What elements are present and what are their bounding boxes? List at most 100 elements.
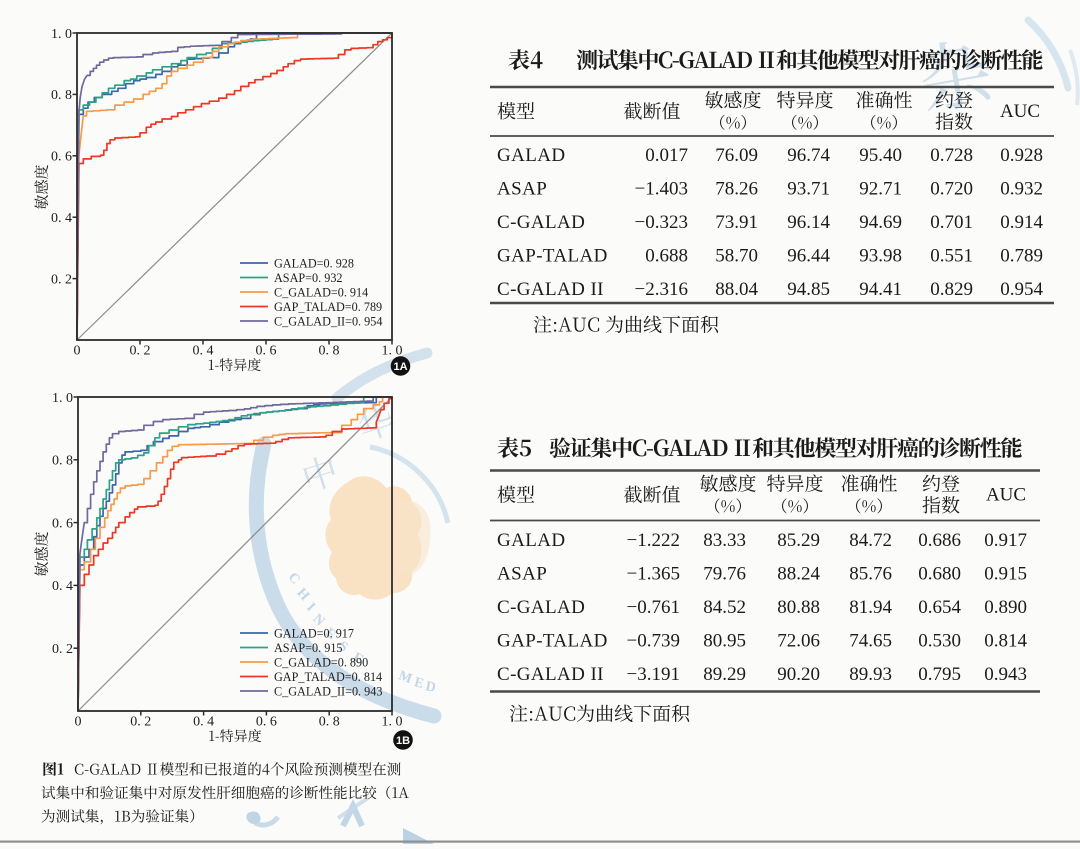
svg-text:GAP_TALAD=0. 814: GAP_TALAD=0. 814 xyxy=(274,670,382,684)
svg-text:M: M xyxy=(396,668,414,687)
svg-text:1. 0: 1. 0 xyxy=(51,27,72,42)
svg-text:1B: 1B xyxy=(396,735,410,747)
svg-text:C-GALAD: C-GALAD xyxy=(497,597,585,618)
svg-text:89.93: 89.93 xyxy=(849,664,892,685)
svg-text:C_GALAD=0. 890: C_GALAD=0. 890 xyxy=(274,656,368,670)
svg-text:0. 4: 0. 4 xyxy=(52,579,73,594)
svg-text:90.20: 90.20 xyxy=(777,664,820,685)
svg-text:0.551: 0.551 xyxy=(930,245,973,266)
svg-text:80.95: 80.95 xyxy=(703,630,746,651)
svg-text:89.29: 89.29 xyxy=(703,664,746,685)
svg-text:1A: 1A xyxy=(393,361,407,373)
svg-text:0.928: 0.928 xyxy=(1000,145,1043,166)
svg-text:0. 8: 0. 8 xyxy=(319,344,340,359)
svg-text:92.71: 92.71 xyxy=(859,178,902,199)
svg-text:84.52: 84.52 xyxy=(703,597,746,618)
svg-text:85.76: 85.76 xyxy=(849,563,892,584)
svg-text:0. 8: 0. 8 xyxy=(319,715,340,730)
svg-text:D: D xyxy=(424,679,437,696)
svg-text:−2.316: −2.316 xyxy=(635,279,688,300)
svg-text:78.26: 78.26 xyxy=(715,178,758,199)
svg-text:72.06: 72.06 xyxy=(777,630,820,651)
svg-text:76.09: 76.09 xyxy=(715,145,758,166)
svg-text:93.71: 93.71 xyxy=(787,178,830,199)
svg-text:ASAP: ASAP xyxy=(497,563,547,584)
svg-text:96.74: 96.74 xyxy=(787,145,830,166)
svg-text:95.40: 95.40 xyxy=(859,145,902,166)
svg-text:58.70: 58.70 xyxy=(715,245,758,266)
svg-text:0.680: 0.680 xyxy=(918,563,961,584)
svg-text:0. 4: 0. 4 xyxy=(193,715,214,730)
svg-text:ASAP=0. 932: ASAP=0. 932 xyxy=(274,271,343,285)
svg-text:C-GALAD: C-GALAD xyxy=(497,212,585,233)
svg-text:0.890: 0.890 xyxy=(984,597,1027,618)
svg-text:0.829: 0.829 xyxy=(930,279,973,300)
svg-text:0.654: 0.654 xyxy=(918,597,961,618)
svg-text:1. 0: 1. 0 xyxy=(382,715,403,730)
svg-text:−3.191: −3.191 xyxy=(627,664,680,685)
svg-text:GAP-TALAD: GAP-TALAD xyxy=(497,630,608,651)
svg-text:0. 4: 0. 4 xyxy=(51,211,72,226)
svg-text:−0.323: −0.323 xyxy=(635,212,688,233)
svg-text:0.954: 0.954 xyxy=(1000,279,1043,300)
svg-text:0.943: 0.943 xyxy=(984,664,1027,685)
svg-text:0.728: 0.728 xyxy=(930,145,973,166)
svg-text:C-GALAD II: C-GALAD II xyxy=(497,279,604,300)
svg-text:0. 2: 0. 2 xyxy=(51,272,72,287)
svg-text:−1.365: −1.365 xyxy=(627,563,680,584)
svg-text:0. 6: 0. 6 xyxy=(256,715,277,730)
svg-text:GALAD=0. 917: GALAD=0. 917 xyxy=(274,627,354,641)
svg-text:0.915: 0.915 xyxy=(984,563,1027,584)
svg-text:0. 6: 0. 6 xyxy=(256,344,277,359)
svg-text:0. 2: 0. 2 xyxy=(130,715,151,730)
svg-text:0.914: 0.914 xyxy=(1000,212,1043,233)
svg-text:96.14: 96.14 xyxy=(787,212,830,233)
svg-text:0: 0 xyxy=(75,715,82,730)
svg-text:C_GALAD_II=0. 954: C_GALAD_II=0. 954 xyxy=(274,315,382,329)
svg-text:0. 6: 0. 6 xyxy=(51,150,72,165)
svg-text:0. 2: 0. 2 xyxy=(130,344,151,359)
svg-text:C: C xyxy=(285,570,303,587)
svg-text:84.72: 84.72 xyxy=(849,530,892,551)
svg-text:−0.739: −0.739 xyxy=(627,630,680,651)
svg-text:0.917: 0.917 xyxy=(984,530,1027,551)
svg-text:AUC: AUC xyxy=(986,485,1026,506)
svg-text:73.91: 73.91 xyxy=(715,212,758,233)
svg-text:0. 2: 0. 2 xyxy=(52,642,73,657)
svg-text:H: H xyxy=(293,586,312,604)
svg-text:94.41: 94.41 xyxy=(859,279,902,300)
svg-text:0. 6: 0. 6 xyxy=(52,516,73,531)
svg-text:0. 8: 0. 8 xyxy=(52,454,73,469)
svg-text:C_GALAD_II=0. 943: C_GALAD_II=0. 943 xyxy=(274,685,382,699)
svg-text:−0.761: −0.761 xyxy=(627,597,680,618)
svg-text:93.98: 93.98 xyxy=(859,245,902,266)
svg-text:ASAP: ASAP xyxy=(497,178,547,199)
svg-text:0.017: 0.017 xyxy=(645,145,688,166)
svg-text:85.29: 85.29 xyxy=(777,530,820,551)
svg-text:88.24: 88.24 xyxy=(777,563,820,584)
svg-text:GALAD: GALAD xyxy=(497,530,566,551)
svg-text:GAP_TALAD=0. 789: GAP_TALAD=0. 789 xyxy=(274,300,382,314)
svg-text:C_GALAD=0. 914: C_GALAD=0. 914 xyxy=(274,286,368,300)
svg-text:0.814: 0.814 xyxy=(984,630,1027,651)
svg-text:88.04: 88.04 xyxy=(715,279,758,300)
svg-text:83.33: 83.33 xyxy=(703,530,746,551)
svg-text:I: I xyxy=(303,600,317,614)
svg-text:94.85: 94.85 xyxy=(787,279,830,300)
svg-text:−1.403: −1.403 xyxy=(635,178,688,199)
svg-text:−1.222: −1.222 xyxy=(627,530,680,551)
svg-text:0. 4: 0. 4 xyxy=(193,344,214,359)
svg-text:0.701: 0.701 xyxy=(930,212,973,233)
svg-text:0.688: 0.688 xyxy=(645,245,688,266)
svg-text:79.76: 79.76 xyxy=(703,563,746,584)
svg-text:0.530: 0.530 xyxy=(918,630,961,651)
svg-text:1. 0: 1. 0 xyxy=(382,344,403,359)
svg-text:GALAD=0. 928: GALAD=0. 928 xyxy=(274,257,354,271)
svg-text:1. 0: 1. 0 xyxy=(52,391,73,406)
svg-text:0: 0 xyxy=(74,344,81,359)
svg-text:0.795: 0.795 xyxy=(918,664,961,685)
svg-text:94.69: 94.69 xyxy=(859,212,902,233)
svg-text:GALAD: GALAD xyxy=(497,145,566,166)
svg-text:0.789: 0.789 xyxy=(1000,245,1043,266)
svg-text:ASAP=0. 915: ASAP=0. 915 xyxy=(274,641,343,655)
